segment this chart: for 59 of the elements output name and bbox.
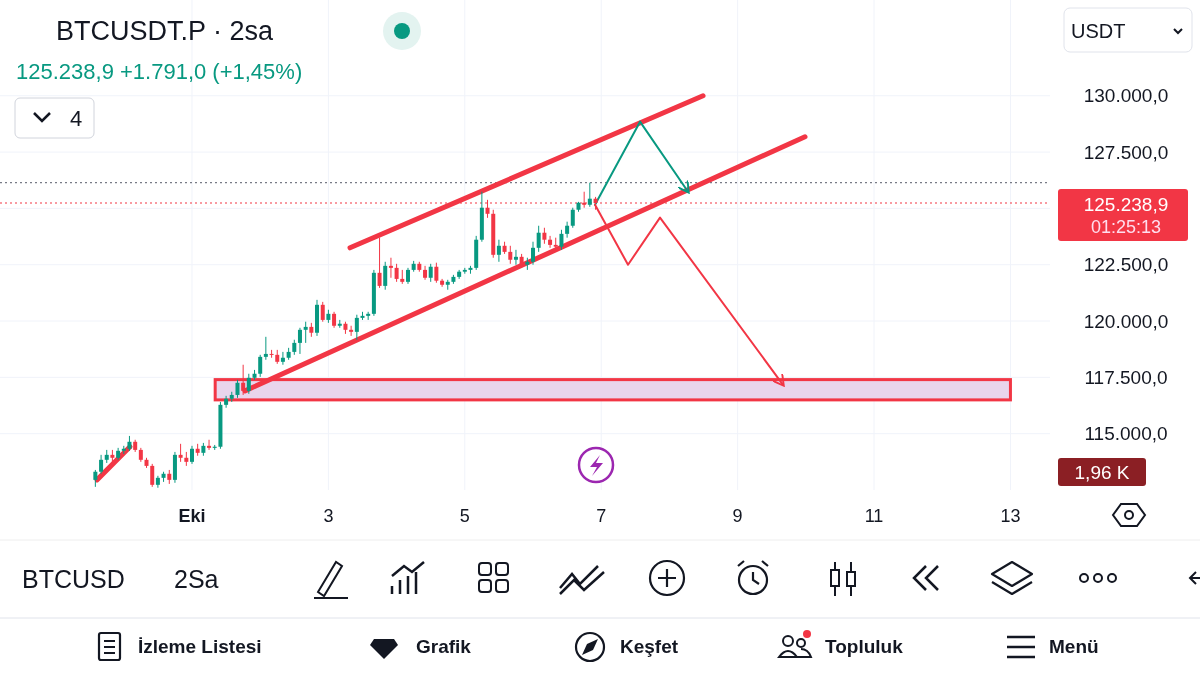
text: BTCUSD — [22, 565, 125, 593]
text: 125.238,9 +1.791,0 (+1,45%) — [16, 59, 303, 84]
candlestick — [235, 379, 240, 399]
candlestick — [508, 245, 513, 265]
text: 2Sa — [174, 565, 219, 593]
candlestick — [99, 454, 104, 475]
annotation: 4 — [70, 106, 83, 131]
candlestick — [354, 314, 359, 341]
text: 01:25:13 — [1090, 217, 1162, 238]
text: USDT — [1071, 20, 1126, 42]
candlestick — [536, 225, 541, 253]
candlestick — [440, 278, 445, 288]
candlestick — [207, 439, 212, 451]
x-tick-label: 11 — [864, 506, 884, 526]
candlestick — [246, 373, 251, 395]
candlestick — [434, 262, 439, 284]
y-tick-label: 117.500,0 — [1084, 367, 1168, 389]
candlestick — [189, 445, 194, 465]
candlestick — [570, 207, 575, 229]
candlestick — [383, 261, 388, 291]
y-tick-label: 122.500,0 — [1083, 254, 1169, 276]
candlestick — [548, 235, 553, 249]
candlestick — [394, 263, 399, 283]
x-tick-label: 3 — [323, 506, 334, 526]
x-tick-label: 13 — [1000, 506, 1021, 526]
y-tick-label: 127.500,0 — [1083, 141, 1169, 163]
x-tick-label: Eki — [178, 506, 206, 526]
candlestick — [513, 249, 518, 266]
candlestick — [428, 263, 433, 283]
text: İzleme Listesi — [138, 636, 262, 657]
candlestick — [349, 325, 354, 337]
candlestick — [565, 221, 570, 239]
candlestick — [531, 241, 536, 266]
candlestick — [263, 336, 268, 361]
candlestick — [150, 463, 155, 488]
candlestick — [258, 354, 263, 378]
candlestick — [224, 395, 229, 409]
y-tick-label: 130.000,0 — [1083, 85, 1169, 107]
ref-line-label: 125.238,9 — [1083, 193, 1169, 215]
y-tick-label: 120.000,0 — [1083, 310, 1169, 332]
x-tick-label: 9 — [732, 506, 743, 526]
text: Topluluk — [825, 636, 904, 657]
text: Menü — [1049, 636, 1099, 657]
candlestick — [559, 229, 564, 251]
text: Grafik — [416, 636, 472, 657]
candlestick — [496, 239, 501, 263]
x-tick-label: 7 — [596, 506, 607, 526]
candlestick — [388, 257, 393, 279]
text: Keşfet — [620, 636, 679, 657]
text: BTCUSDT.P · 2sa — [56, 16, 275, 46]
candlestick — [320, 301, 325, 323]
x-tick-label: 5 — [459, 506, 470, 526]
candlestick — [280, 351, 285, 366]
candlestick — [587, 182, 592, 208]
text: 1,96 K — [1074, 462, 1130, 483]
y-tick-label: 115.000,0 — [1084, 423, 1168, 445]
candlestick — [297, 327, 302, 355]
candlestick — [303, 321, 308, 344]
candlestick — [178, 443, 183, 463]
